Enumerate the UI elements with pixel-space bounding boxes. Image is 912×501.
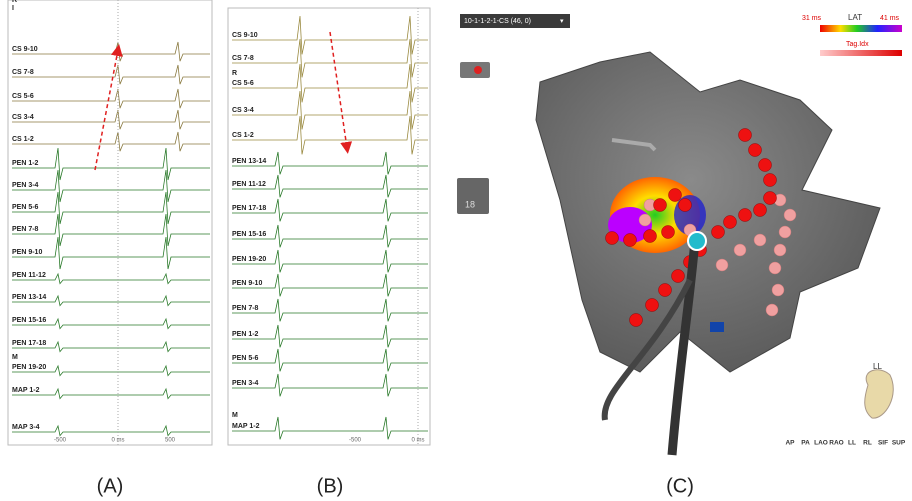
scale-label: -500: [349, 438, 362, 444]
channel-label: PEN 3-4: [12, 182, 39, 189]
channel-label: MAP 3-4: [12, 424, 40, 431]
channel-label: PEN 13-14: [232, 158, 266, 165]
tag-sphere: [764, 192, 777, 205]
tag-sphere: [669, 189, 682, 202]
channel-label: PEN 17-18: [12, 340, 46, 347]
channel-label: PEN 1-2: [232, 331, 259, 338]
tag-sphere: [644, 230, 657, 243]
tag-sphere: [606, 232, 619, 245]
view-button[interactable]: LL: [848, 440, 856, 447]
tag-sphere: [712, 226, 725, 239]
channel-label: PEN 15-16: [232, 231, 266, 238]
channel-label: CS 7-8: [232, 55, 254, 62]
lat-max: 41 ms: [880, 15, 900, 22]
tag-colorbar: [820, 50, 902, 56]
tag-sphere: [754, 204, 767, 217]
tag-sphere: [759, 159, 772, 172]
channel-label: PEN 15-16: [12, 317, 46, 324]
tag-sphere: [749, 144, 762, 157]
panel-label: (A): [97, 475, 124, 497]
tag-sphere: [784, 209, 796, 221]
tag-sphere: [754, 234, 766, 246]
view-button[interactable]: LAO: [814, 440, 828, 447]
tag-sphere: [659, 284, 672, 297]
tag-sphere: [646, 299, 659, 312]
tag-sphere: [724, 216, 737, 229]
channel-label: PEN 5-6: [232, 355, 259, 362]
tag-sphere: [779, 226, 791, 238]
channel-label: R: [12, 0, 17, 4]
figure-svg: RICS 9-10CS 7-8CS 5-6CS 3-4CS 1-2PEN 1-2…: [0, 0, 912, 501]
channel-label: PEN 17-18: [232, 205, 266, 212]
tag-sphere: [769, 262, 781, 274]
channel-label: PEN 13-14: [12, 294, 46, 301]
channel-label: PEN 5-6: [12, 204, 39, 211]
lat-title: LAT: [848, 13, 862, 22]
view-button[interactable]: RAO: [829, 440, 843, 447]
panel-label: (B): [317, 475, 344, 497]
tag-sphere: [624, 234, 637, 247]
tag-sphere: [654, 199, 667, 212]
channel-label: PEN 19-20: [12, 364, 46, 371]
tag-sphere: [639, 214, 651, 226]
channel-label: PEN 9-10: [232, 280, 262, 287]
view-button[interactable]: SIF: [878, 440, 888, 447]
lat-colorbar: [820, 25, 902, 32]
channel-label: CS 5-6: [12, 93, 34, 100]
channel-label: R: [232, 70, 237, 77]
channel-label: M: [12, 354, 18, 361]
channel-label: CS 7-8: [12, 69, 34, 76]
channel-label: MAP 1-2: [12, 387, 40, 394]
channel-label: CS 3-4: [12, 114, 34, 121]
channel-label: PEN 11-12: [12, 272, 46, 279]
catheter-tip: [688, 232, 706, 250]
channel-label: PEN 7-8: [232, 305, 259, 312]
figure: RICS 9-10CS 7-8CS 5-6CS 3-4CS 1-2PEN 1-2…: [0, 0, 912, 501]
tag-sphere: [630, 314, 643, 327]
scale-label: 500: [165, 438, 176, 444]
tag-sphere: [679, 199, 692, 212]
catheter-marker: [710, 322, 724, 332]
panel-label: (C): [666, 475, 694, 497]
view-button[interactable]: SUP: [892, 440, 906, 447]
channel-label: CS 3-4: [232, 107, 254, 114]
dropdown-caret: ▾: [560, 18, 564, 25]
lat-min: 31 ms: [802, 15, 822, 22]
channel-label: PEN 9-10: [12, 249, 42, 256]
tag-sphere: [774, 244, 786, 256]
tag-sphere: [764, 174, 777, 187]
scale-label: -500: [54, 438, 67, 444]
tag-sphere: [662, 226, 675, 239]
tag-sphere: [739, 129, 752, 142]
channel-label: CS 9-10: [12, 46, 38, 53]
tag-sphere: [766, 304, 778, 316]
channel-label: CS 5-6: [232, 80, 254, 87]
orientation-label: LL: [873, 362, 882, 371]
channel-label: PEN 1-2: [12, 160, 39, 167]
channel-label: PEN 7-8: [12, 226, 39, 233]
tag-sphere: [716, 259, 728, 271]
dropdown-text: 10-1-1-2-1-CS (46, 0): [464, 18, 531, 25]
view-button[interactable]: RL: [863, 440, 872, 447]
tag-sphere: [772, 284, 784, 296]
panel-a-frame: [8, 0, 212, 445]
icon: [474, 66, 482, 74]
view-button[interactable]: AP: [785, 440, 795, 447]
view-button[interactable]: PA: [801, 440, 810, 447]
channel-label: CS 9-10: [232, 32, 258, 39]
channel-label: PEN 19-20: [232, 256, 266, 263]
channel-label: PEN 11-12: [232, 181, 266, 188]
channel-label: M: [232, 412, 238, 419]
channel-label: MAP 1-2: [232, 423, 260, 430]
channel-label: I: [12, 5, 14, 12]
tag-sphere: [672, 270, 685, 283]
icon-count: 18: [465, 199, 475, 209]
tag-title: Tag.Idx: [846, 41, 869, 48]
channel-label: CS 1-2: [232, 132, 254, 139]
channel-label: CS 1-2: [12, 136, 34, 143]
channel-label: PEN 3-4: [232, 380, 259, 387]
tag-sphere: [734, 244, 746, 256]
tag-sphere: [739, 209, 752, 222]
